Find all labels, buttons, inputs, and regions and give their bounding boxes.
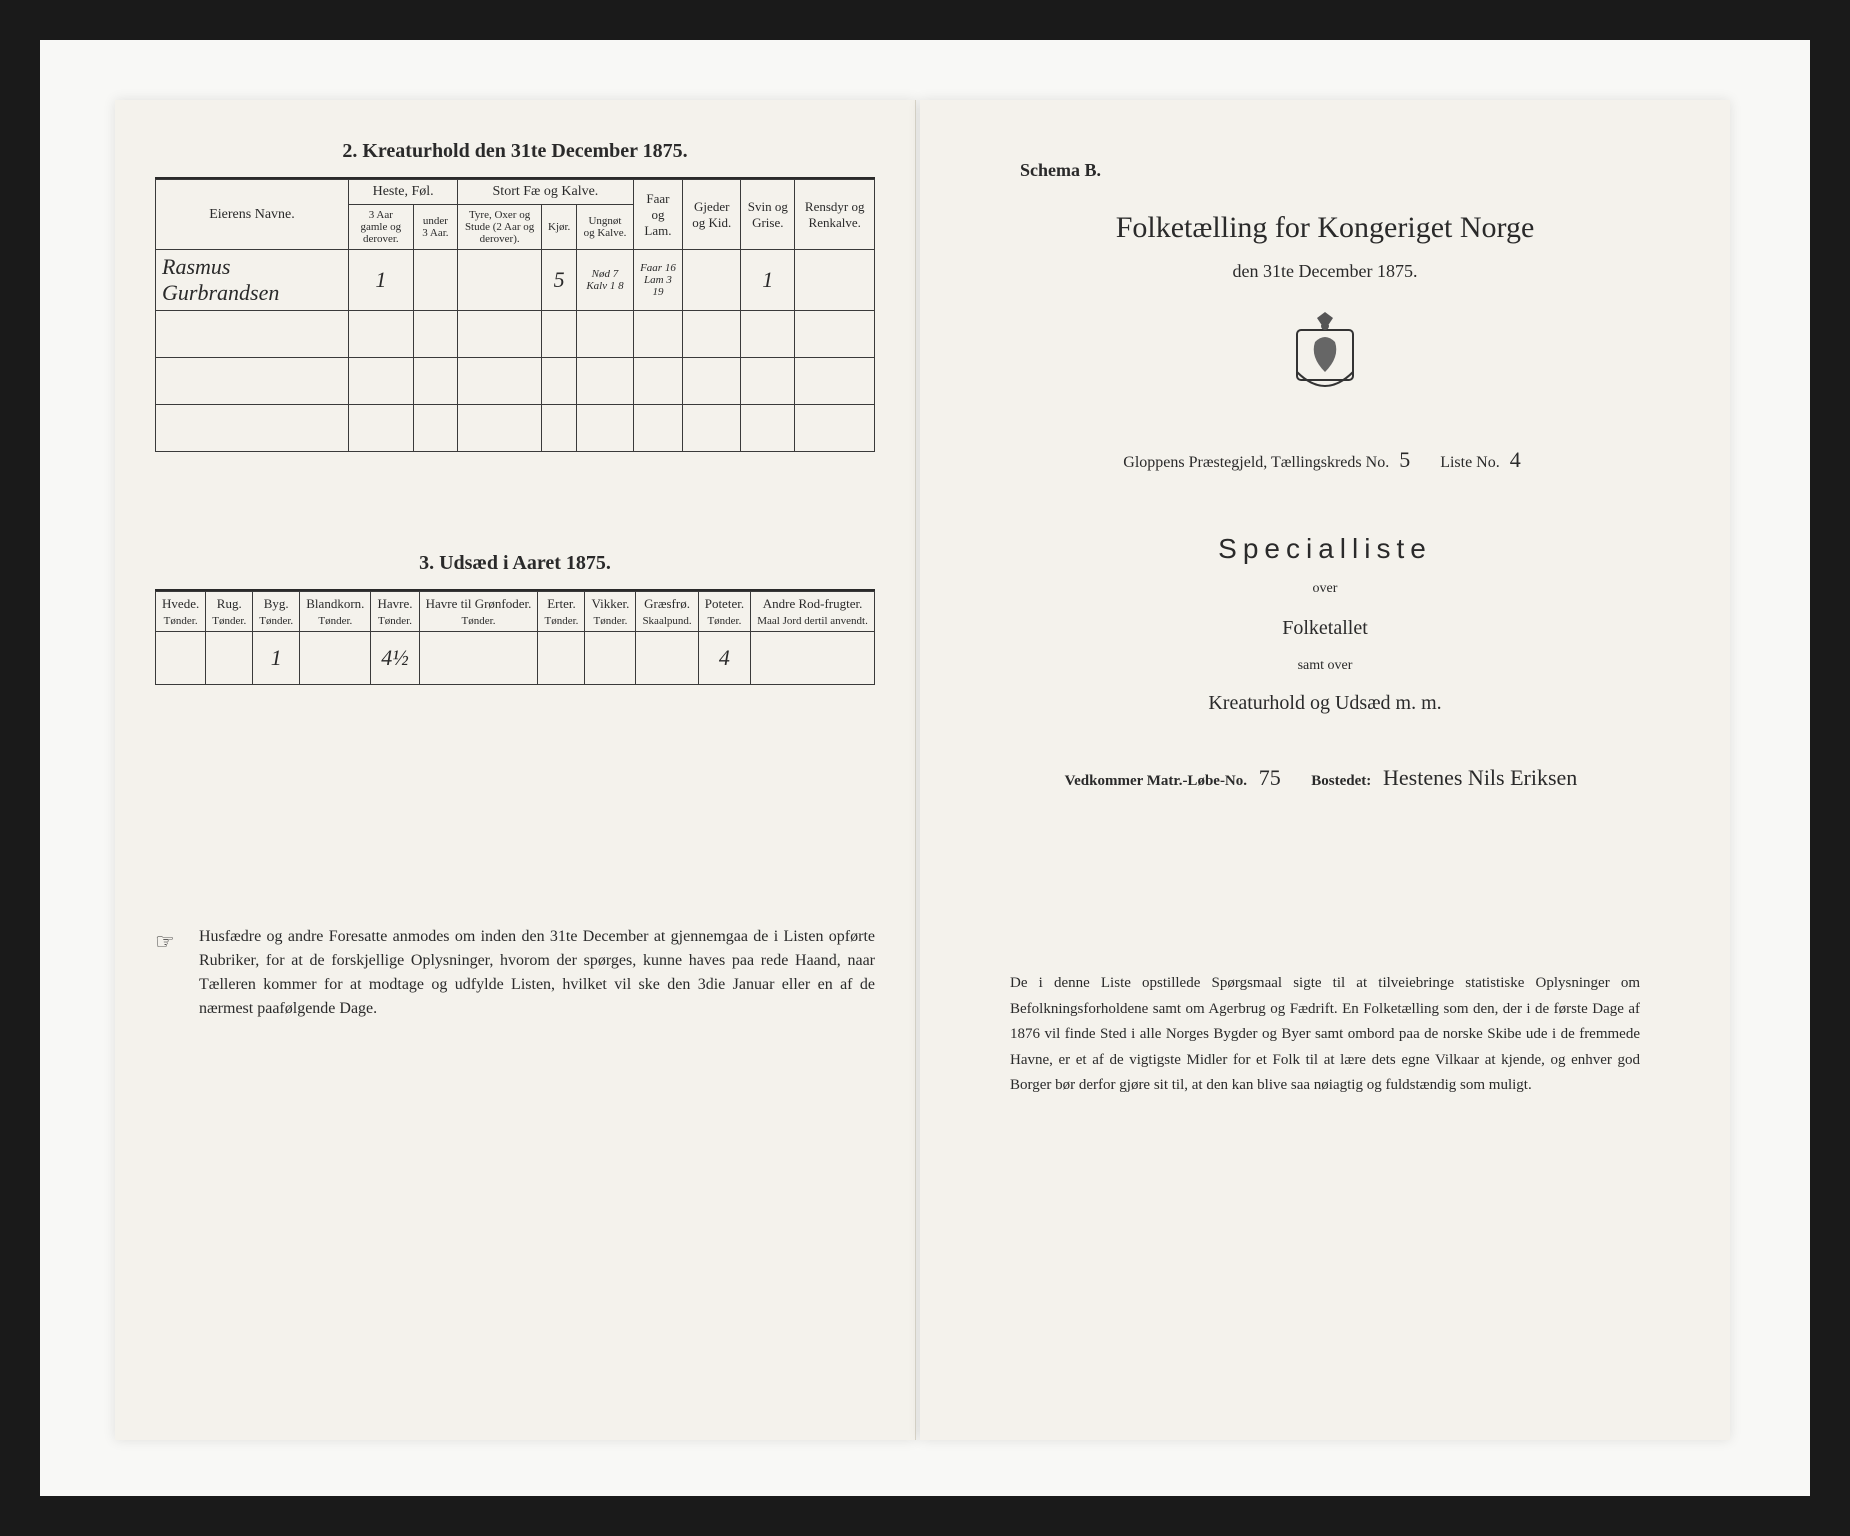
liste-no: 4 [1504, 447, 1527, 472]
bostedet: Hestenes Nils Eriksen [1375, 765, 1585, 790]
udsaed-table: Hvede.Tønder. Rug.Tønder. Byg.Tønder. Bl… [155, 591, 875, 685]
col-havre: Havre.Tønder. [371, 592, 419, 632]
col-erter: Erter.Tønder. [538, 592, 585, 632]
bottom-note: De i denne Liste opstillede Spørgsmaal s… [960, 971, 1690, 1099]
col-svin: Svin og Grise. [741, 180, 795, 250]
col-rens: Rensdyr og Renkalve. [795, 180, 875, 250]
cell: 4 [698, 632, 750, 685]
left-page: 2. Kreaturhold den 31te December 1875. E… [115, 100, 916, 1440]
cell: 1 [253, 632, 300, 685]
col-poteter: Poteter.Tønder. [698, 592, 750, 632]
sub-date: den 31te December 1875. [960, 261, 1690, 282]
cell: Nød 7Kalv 1 8 [577, 250, 633, 311]
col-vikker: Vikker.Tønder. [585, 592, 636, 632]
col-rug: Rug.Tønder. [206, 592, 253, 632]
table-row: 1 4½ 4 [156, 632, 875, 685]
col-eier: Eierens Navne. [156, 180, 349, 250]
kreds-line: Gloppens Præstegjeld, Tællingskreds No. … [960, 447, 1690, 473]
cell: Faar 16Lam 3 19 [633, 250, 683, 311]
kreatur-table: Eierens Navne. Heste, Føl. Stort Fæ og K… [155, 179, 875, 452]
col-faar: Faar og Lam. [633, 180, 683, 250]
table-row: Rasmus Gurbrandsen 1 5 Nød 7Kalv 1 8 Faa… [156, 250, 875, 311]
col-gjed: Gjeder og Kid. [683, 180, 741, 250]
stort-a: Tyre, Oxer og Stude (2 Aar og derover). [458, 205, 542, 250]
cell: 1 [741, 250, 795, 311]
heste-a: 3 Aar gamle og derover. [349, 205, 414, 250]
over-label: over [960, 581, 1690, 597]
kreds-no: 5 [1393, 447, 1416, 472]
vedkommer-line: Vedkommer Matr.-Løbe-No. 75 Bostedet: He… [960, 765, 1690, 791]
specialliste-title: Specialliste [960, 533, 1690, 565]
coat-of-arms-icon [960, 312, 1690, 407]
scan-frame: 2. Kreaturhold den 31te December 1875. E… [40, 40, 1810, 1496]
matr-no: 75 [1251, 765, 1289, 790]
right-page: Schema B. Folketælling for Kongeriget No… [920, 100, 1730, 1440]
main-title: Folketælling for Kongeriget Norge [960, 211, 1690, 245]
cell: 5 [542, 250, 577, 311]
col-bland: Blandkorn.Tønder. [300, 592, 371, 632]
samt-label: samt over [960, 658, 1690, 674]
footer-note-text: Husfædre og andre Foresatte anmodes om i… [191, 925, 875, 1021]
col-byg: Byg.Tønder. [253, 592, 300, 632]
section2-title: 2. Kreaturhold den 31te December 1875. [155, 140, 875, 163]
col-hvede: Hvede.Tønder. [156, 592, 206, 632]
cell: 1 [349, 250, 414, 311]
folketallet-label: Folketallet [960, 617, 1690, 640]
stort-c: Ungnøt og Kalve. [577, 205, 633, 250]
col-andre: Andre Rod-frugter.Maal Jord dertil anven… [751, 592, 875, 632]
heste-b: under 3 Aar. [413, 205, 458, 250]
section3-title: 3. Udsæd i Aaret 1875. [155, 552, 875, 575]
pointer-icon: ☞ [155, 925, 191, 1021]
cell-name: Rasmus Gurbrandsen [156, 250, 349, 311]
col-graes: Græsfrø.Skaalpund. [636, 592, 698, 632]
footer-note: ☞ Husfædre og andre Foresatte anmodes om… [155, 925, 875, 1021]
kreatur-label: Kreaturhold og Udsæd m. m. [960, 692, 1690, 715]
schema-label: Schema B. [1020, 160, 1690, 181]
stort-b: Kjør. [542, 205, 577, 250]
col-havre-gron: Havre til Grønfoder.Tønder. [419, 592, 538, 632]
grp-heste: Heste, Føl. [349, 180, 458, 205]
cell: 4½ [371, 632, 419, 685]
grp-stort: Stort Fæ og Kalve. [458, 180, 633, 205]
